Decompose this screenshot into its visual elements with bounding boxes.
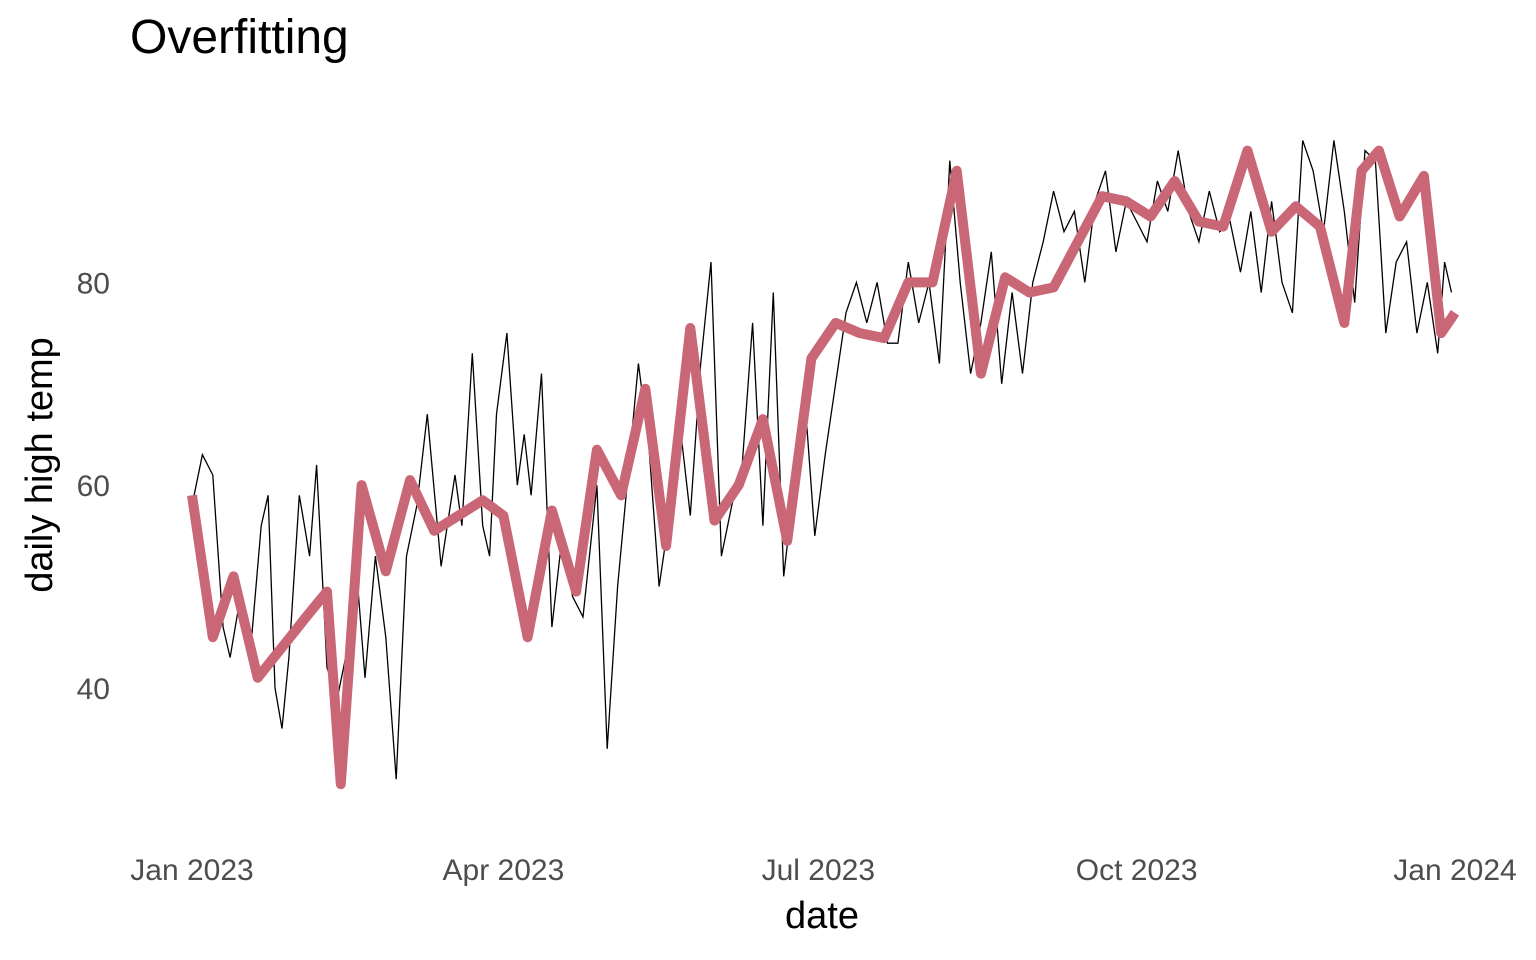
x-tick-label: Apr 2023 (443, 854, 565, 887)
x-tick-label: Oct 2023 (1076, 854, 1198, 887)
series-layer (187, 140, 1460, 790)
observed-series (191, 140, 1453, 780)
y-tick-label: 40 (77, 673, 110, 706)
x-axis-label: date (785, 895, 859, 937)
y-axis-ticks: 40 60 80 (77, 267, 110, 706)
observed-line (191, 140, 1453, 780)
model-line (187, 145, 1460, 790)
x-tick-label: Jul 2023 (762, 854, 875, 887)
model-series (187, 145, 1460, 790)
x-axis-ticks: Jan 2023 Apr 2023 Jul 2023 Oct 2023 Jan 2024 (130, 854, 1516, 887)
chart-title: Overfitting (130, 11, 349, 64)
y-tick-label: 60 (77, 470, 110, 503)
x-tick-label: Jan 2024 (1393, 854, 1516, 887)
y-tick-label: 80 (77, 267, 110, 300)
x-tick-label: Jan 2023 (130, 854, 253, 887)
y-axis-label: daily high temp (19, 337, 61, 593)
